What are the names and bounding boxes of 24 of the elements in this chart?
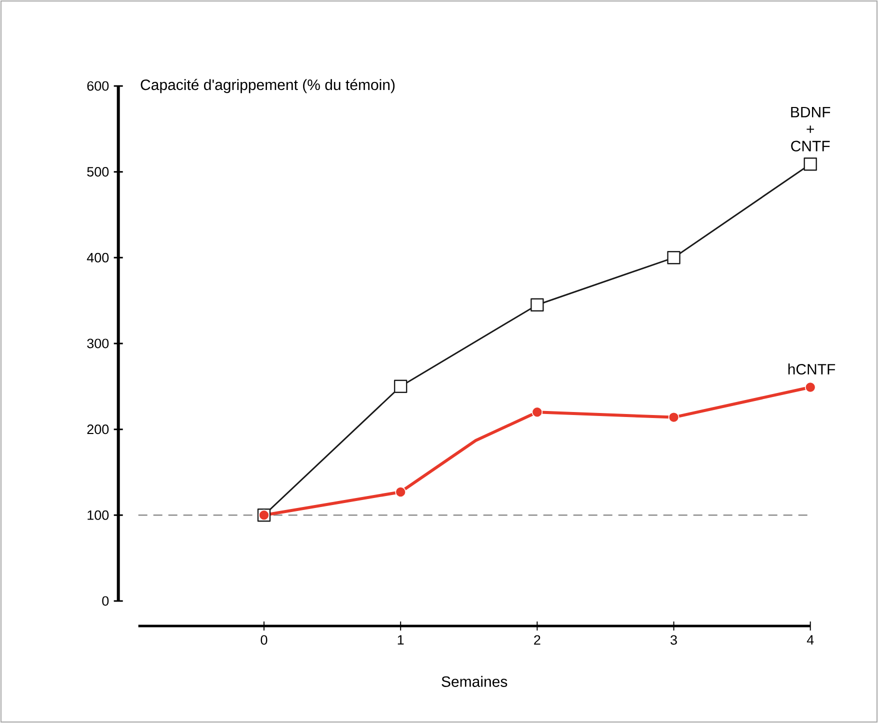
series-label: hCNTF	[788, 364, 836, 375]
y-tick-label: 400	[86, 252, 109, 262]
y-tick-label: 100	[88, 510, 109, 520]
x-tick-label: 0	[260, 635, 268, 645]
x-tick-label: 1	[398, 635, 404, 644]
series-label: BDNF + CNTF	[791, 106, 830, 152]
y-tick-label: 600	[87, 81, 109, 91]
y-axis-title: Capacité d'agrippement (% du témoin)	[140, 78, 395, 94]
y-tick-label: 300	[87, 338, 109, 348]
point	[804, 157, 817, 171]
point	[530, 298, 544, 312]
x-tick-label: 3	[670, 635, 677, 645]
y-tick-label: 500	[87, 167, 109, 177]
point	[394, 380, 408, 394]
point	[668, 412, 680, 423]
y-tick-label: 0	[102, 596, 109, 606]
x-axis-title: Semaines	[442, 676, 508, 687]
point	[667, 251, 680, 264]
point	[395, 486, 406, 498]
x-tick-label: 4	[806, 635, 814, 644]
point	[532, 406, 543, 418]
y-tick-label: 200	[87, 424, 109, 434]
point	[804, 382, 816, 393]
x-tick-label: 2	[534, 635, 540, 645]
